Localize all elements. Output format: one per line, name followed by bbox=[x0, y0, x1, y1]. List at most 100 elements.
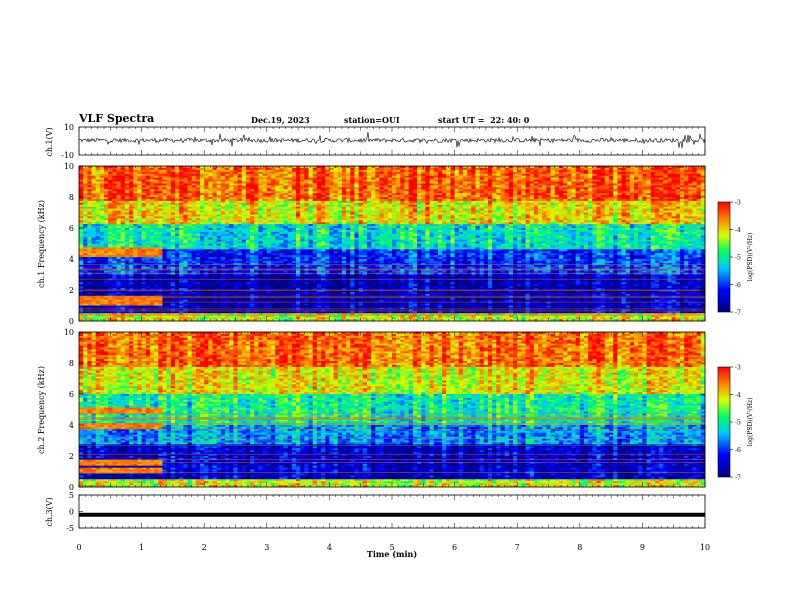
spec-cell bbox=[83, 290, 88, 293]
spec-cell bbox=[124, 187, 130, 190]
spec-cell bbox=[87, 249, 92, 252]
spec-cell bbox=[116, 270, 122, 273]
spec-cell bbox=[108, 255, 113, 258]
spec-cell bbox=[99, 264, 105, 268]
spec-cell bbox=[91, 264, 97, 268]
spec-cell bbox=[124, 167, 130, 171]
spec-cell bbox=[108, 189, 113, 192]
spec-cell bbox=[83, 286, 88, 289]
spec-cell bbox=[95, 266, 101, 270]
spec-cell bbox=[104, 293, 109, 297]
spec-cell bbox=[112, 286, 117, 289]
spec-cell bbox=[87, 166, 92, 169]
spec-cell bbox=[83, 228, 88, 231]
spec-cell bbox=[112, 309, 117, 312]
spec-cell bbox=[95, 297, 101, 301]
spec-cell bbox=[99, 247, 105, 250]
spec-cell bbox=[99, 259, 105, 262]
spec-cell bbox=[99, 305, 105, 308]
spec-cell bbox=[95, 311, 101, 314]
spec-cell bbox=[124, 255, 130, 258]
spec-cell bbox=[79, 198, 84, 202]
spec-cell bbox=[108, 259, 113, 262]
spec-cell bbox=[87, 307, 92, 310]
spec-cell bbox=[91, 274, 97, 277]
spec-cell bbox=[99, 317, 105, 320]
spec-cell bbox=[91, 179, 97, 182]
spec-cell bbox=[95, 293, 101, 297]
spec-cell bbox=[112, 243, 117, 246]
spec-cell bbox=[83, 315, 88, 318]
spec-cell bbox=[116, 220, 122, 223]
spec-cell bbox=[124, 200, 130, 204]
spec-cell bbox=[95, 208, 101, 211]
spec-cell bbox=[91, 181, 97, 184]
spec-cell bbox=[108, 247, 113, 250]
spec-cell bbox=[108, 200, 113, 204]
spec-cell bbox=[108, 220, 113, 223]
spec-cell bbox=[112, 299, 117, 303]
spec-cell bbox=[87, 284, 92, 287]
spec-cell bbox=[83, 266, 88, 270]
spec-cell bbox=[104, 189, 109, 192]
spec-cell bbox=[83, 288, 88, 291]
spec-cell bbox=[104, 169, 109, 173]
spec-cell bbox=[112, 260, 117, 264]
spec-cell bbox=[120, 255, 126, 258]
spec-cell bbox=[83, 224, 88, 227]
spec-cell bbox=[116, 290, 122, 293]
spec-cell bbox=[91, 231, 97, 235]
spec-cell bbox=[104, 303, 109, 306]
spec-cell bbox=[91, 262, 97, 266]
spec-cell bbox=[124, 216, 130, 219]
spec-cell bbox=[108, 274, 113, 277]
spec-cell bbox=[116, 274, 122, 277]
spec-cell bbox=[124, 171, 130, 175]
spec-cell bbox=[95, 307, 101, 310]
spec-cell bbox=[79, 299, 84, 303]
spec-cell bbox=[91, 200, 97, 204]
spec-cell bbox=[99, 187, 105, 190]
spec-cell bbox=[112, 220, 117, 223]
spec-cell bbox=[95, 247, 101, 250]
spec-cell bbox=[87, 231, 92, 235]
spec-cell bbox=[124, 177, 130, 180]
spec-cell bbox=[116, 317, 122, 320]
spec-cell bbox=[116, 226, 122, 229]
spec-cell bbox=[124, 166, 130, 169]
spec-cell bbox=[95, 228, 101, 231]
spec-cell bbox=[91, 295, 97, 299]
spec-cell bbox=[91, 257, 97, 260]
spec-cell bbox=[87, 187, 92, 190]
spec-cell bbox=[108, 243, 113, 246]
spec-cell bbox=[108, 231, 113, 235]
spec-cell bbox=[95, 210, 101, 213]
spec-cell bbox=[87, 253, 92, 256]
spec-cell bbox=[87, 295, 92, 299]
spec-cell bbox=[112, 226, 117, 229]
spec-cell bbox=[124, 245, 130, 248]
spec-cell bbox=[116, 208, 122, 211]
spec-cell bbox=[108, 197, 113, 200]
spec-cell bbox=[95, 216, 101, 219]
spec-cell bbox=[95, 204, 101, 208]
spec-cell bbox=[108, 183, 113, 186]
spec-cell bbox=[124, 251, 130, 254]
spec-cell bbox=[124, 169, 130, 173]
spec-cell bbox=[104, 166, 109, 169]
spec-cell bbox=[104, 197, 109, 200]
spec-cell bbox=[91, 185, 97, 188]
spec-cell bbox=[116, 185, 122, 188]
spec-cell bbox=[116, 291, 122, 295]
spec-cell bbox=[87, 169, 92, 173]
spec-cell bbox=[120, 264, 126, 268]
spec-cell bbox=[120, 259, 126, 262]
spec-cell bbox=[99, 291, 105, 295]
spec-cell bbox=[79, 311, 84, 314]
spec-cell bbox=[108, 262, 113, 266]
spec-cell bbox=[79, 319, 84, 322]
spec-cell bbox=[112, 278, 117, 281]
spec-cell bbox=[87, 189, 92, 192]
spec-cell bbox=[108, 206, 113, 210]
spec-cell bbox=[104, 187, 109, 190]
